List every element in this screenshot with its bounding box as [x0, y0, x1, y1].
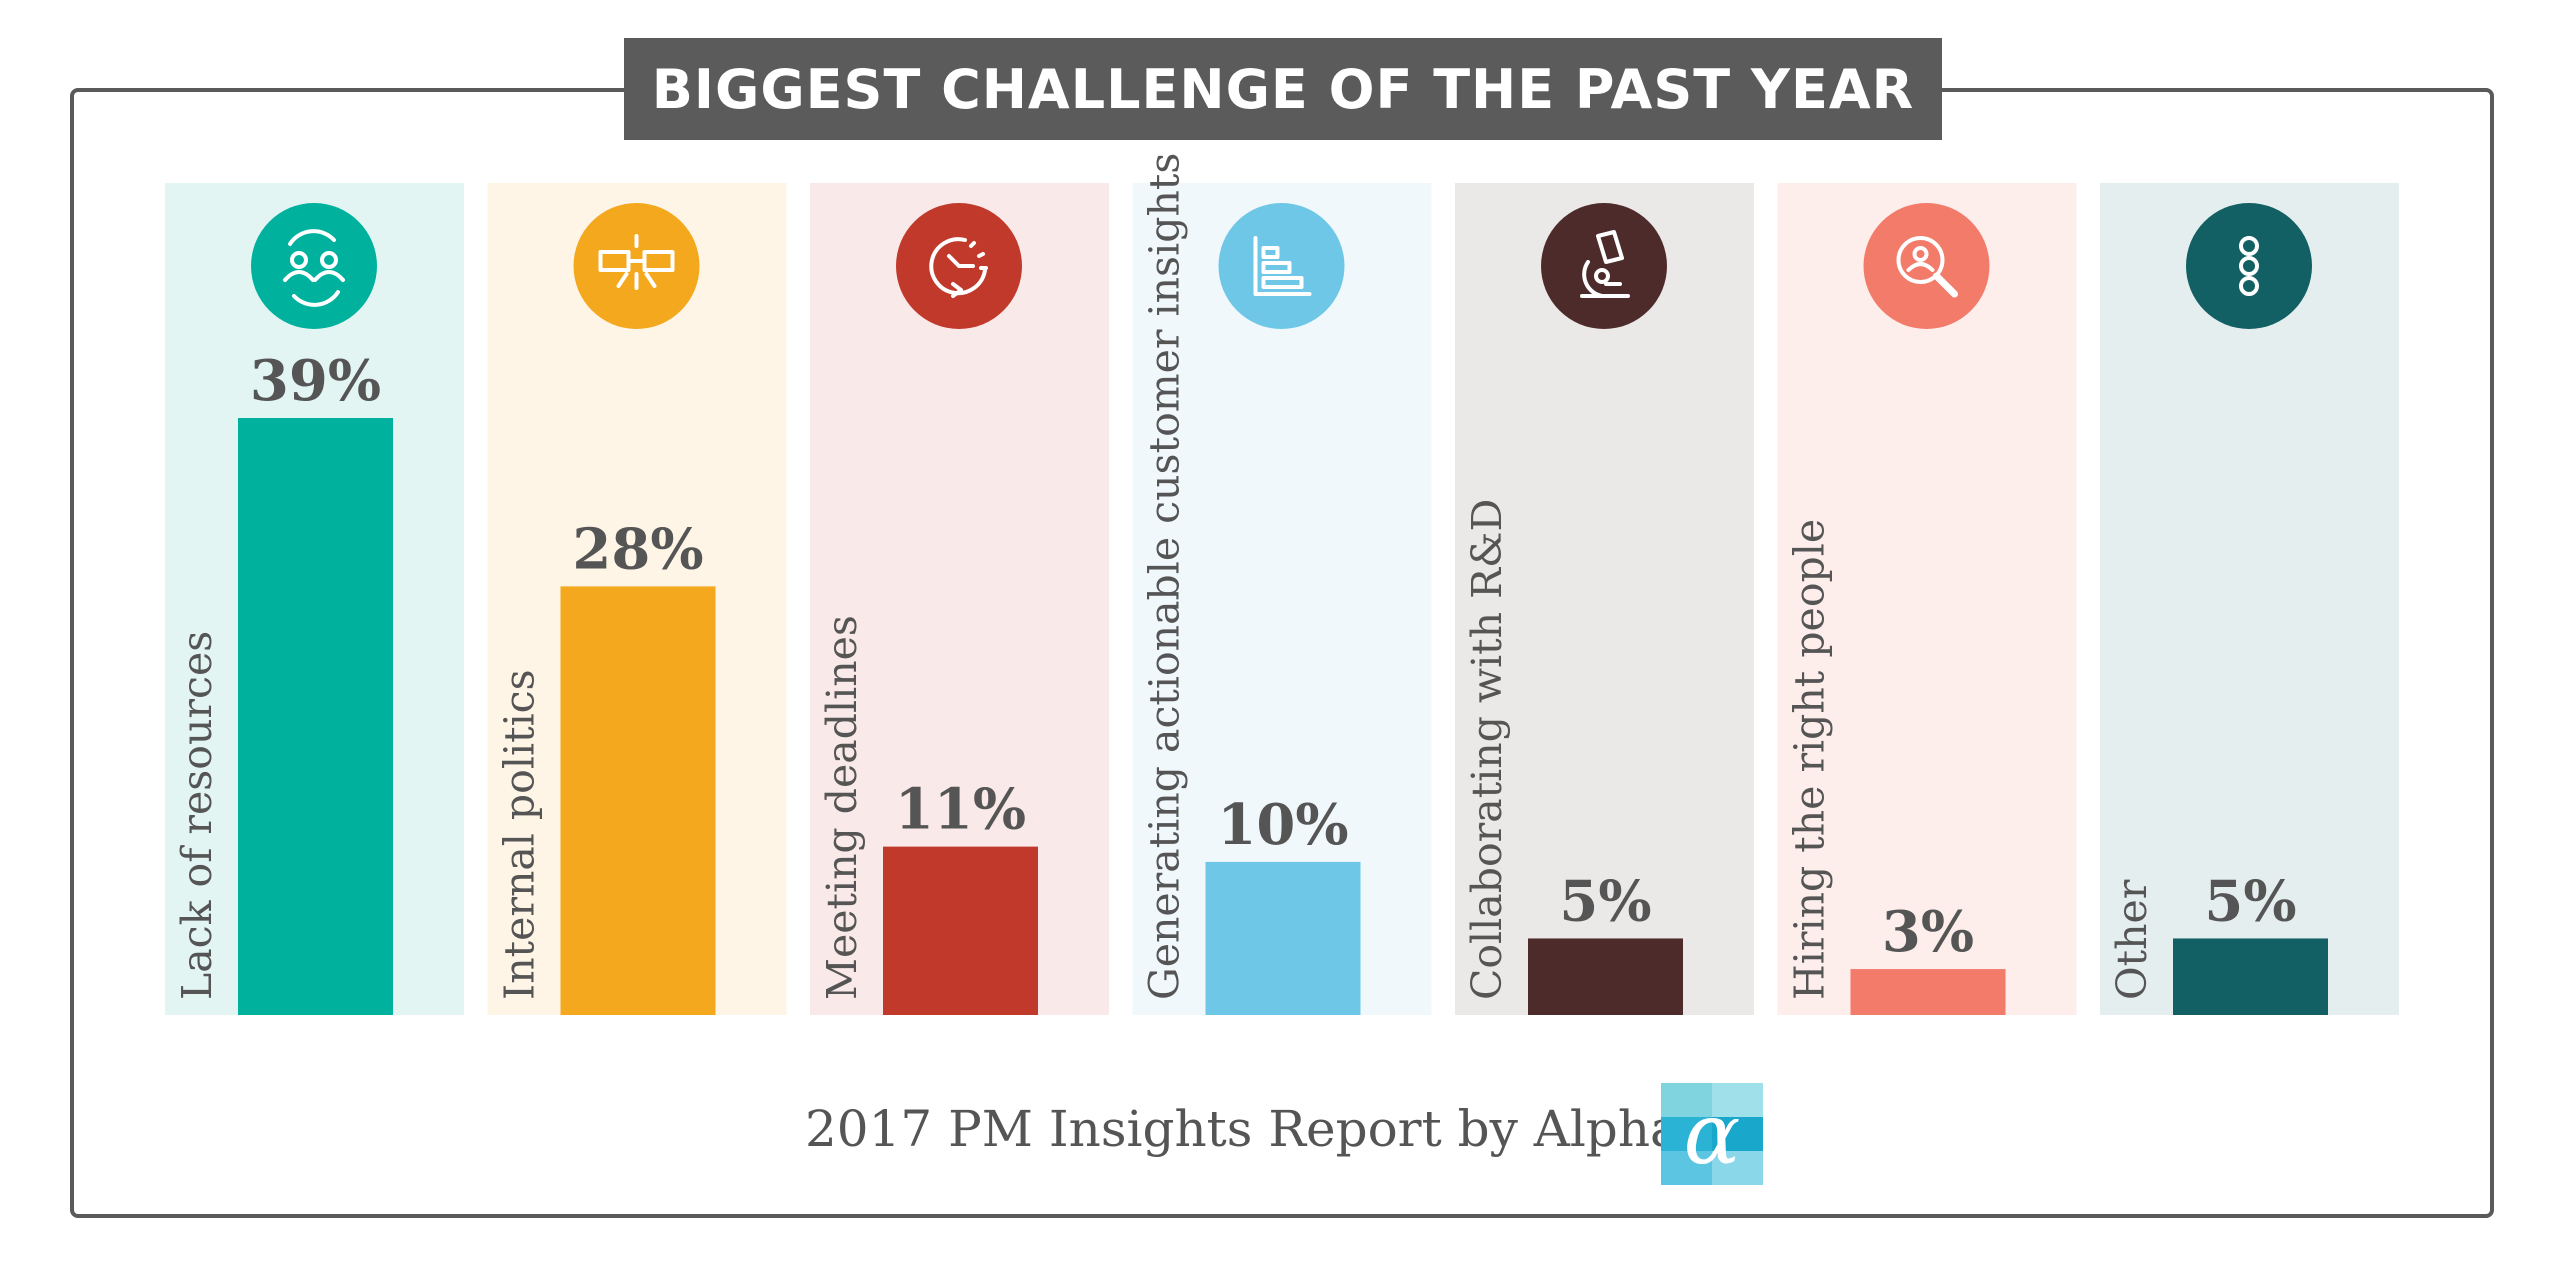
- chart-column: 39% Lack of resources: [165, 183, 464, 1015]
- stopwatch-icon: [896, 203, 1022, 329]
- chart-column: 5% Other: [2100, 183, 2399, 1015]
- chart-column: 11% Meeting deadlines: [810, 183, 1109, 1015]
- bar: [238, 418, 393, 1015]
- alpha-logo: α: [1661, 1083, 1763, 1185]
- bar-value-label: 10%: [1217, 792, 1348, 858]
- chart-column: 5% Collaborating with R&D: [1455, 183, 1754, 1015]
- bar-value-label: 39%: [250, 348, 381, 414]
- people-exchange-icon: [251, 203, 377, 329]
- bar: [1850, 969, 2006, 1015]
- bar-value-label: 3%: [1882, 899, 1974, 965]
- bar: [883, 846, 1038, 1015]
- handshake-icon: [573, 203, 700, 329]
- bar-value-label: 11%: [895, 777, 1026, 843]
- category-label: Other: [2108, 879, 2156, 1000]
- bar: [1528, 938, 1683, 1015]
- category-label: Lack of resources: [173, 631, 221, 1000]
- microscope-icon: [1541, 203, 1667, 329]
- bar: [560, 586, 716, 1015]
- bar-value-label: 28%: [572, 516, 703, 582]
- bar: [2173, 938, 2328, 1015]
- category-label: Internal politics: [496, 669, 544, 1000]
- chart-title: BIGGEST CHALLENGE OF THE PAST YEAR: [651, 57, 1915, 121]
- bar-chart-icon: [1218, 203, 1345, 329]
- category-label: Collaborating with R&D: [1463, 499, 1511, 1000]
- chart-column: 3% Hiring the right people: [1777, 183, 2077, 1015]
- person-search-icon: [1863, 203, 1990, 329]
- bar-value-label: 5%: [2204, 868, 2296, 934]
- footer-text: 2017 PM Insights Report by Alpha: [805, 1100, 1680, 1158]
- category-label: Generating actionable customer insights: [1141, 153, 1189, 1000]
- logo-glyph: α: [1684, 1085, 1741, 1183]
- title-banner: BIGGEST CHALLENGE OF THE PAST YEAR: [624, 38, 1942, 140]
- category-label: Hiring the right people: [1786, 519, 1834, 1000]
- more-options-icon: [2186, 203, 2312, 329]
- category-label: Meeting deadlines: [818, 615, 866, 1000]
- chart-column: 10% Generating actionable customer insigh…: [1132, 153, 1432, 1015]
- bar: [1205, 861, 1361, 1015]
- bar-value-label: 5%: [1559, 868, 1651, 934]
- chart-column: 28% Internal politics: [487, 183, 787, 1015]
